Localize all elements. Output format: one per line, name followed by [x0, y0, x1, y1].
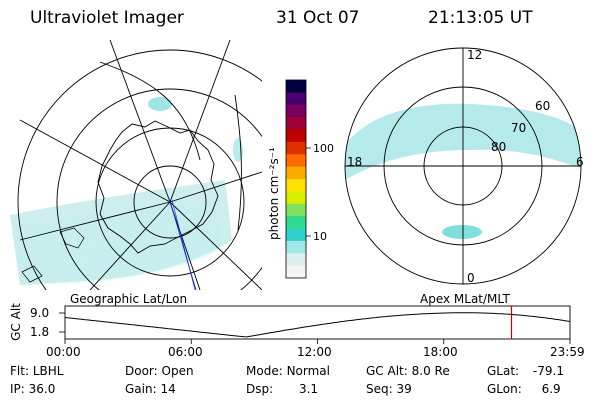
altitude-curve [64, 312, 571, 338]
colorbar-segment [286, 166, 306, 180]
colorbar-tick-10: 10 [313, 230, 327, 243]
aurora-emission-mlt [345, 103, 580, 239]
seq-value: 39 [396, 382, 412, 396]
alt-tick-high: 9.0 [30, 306, 50, 320]
mlt-polar-panel: 12 18 6 0 60 70 80 [344, 47, 584, 285]
coastline-outline [97, 120, 219, 254]
colorbar-segment [286, 240, 306, 254]
colorbar-segment [286, 216, 306, 229]
time-tick-0600: 06:00 [168, 345, 203, 359]
filter-label: Flt: LBHL [10, 364, 64, 378]
gc-alt-value: 8.0 Re [411, 364, 450, 378]
mlt-label-18: 18 [347, 155, 362, 169]
geo-panel-label: Geographic Lat/Lon [70, 292, 188, 306]
time-tick-1200: 12:00 [297, 345, 332, 359]
mlt-label-0: 0 [467, 271, 475, 285]
dsp-label: Dsp: 3.1 [246, 382, 319, 396]
colorbar-tick-100: 100 [313, 142, 334, 155]
mlat-label-60: 60 [535, 99, 550, 113]
ip-value: 36.0 [28, 382, 56, 396]
colorbar-segment [286, 203, 306, 217]
colorbar-segment [286, 253, 306, 267]
gain-label: Gain: 14 [125, 382, 176, 396]
gain-value: 14 [160, 382, 176, 396]
mlat-label-70: 70 [511, 121, 526, 135]
colorbar-segment [286, 265, 306, 279]
gc-alt-label: GC Alt: 8.0 Re [366, 364, 450, 378]
glat-value: -79.1 [532, 364, 564, 378]
door-value: Open [161, 364, 194, 378]
date-label: 31 Oct 07 [276, 8, 360, 28]
time-label: 21:13:05 UT [428, 8, 533, 28]
mode-value: Normal [286, 364, 330, 378]
alt-tick-low: 1.8 [30, 325, 50, 339]
colorbar-unit-label: photon cm⁻²s⁻¹ [267, 147, 281, 240]
alt-axis-label: GC Alt [9, 303, 23, 341]
seq-label: Seq: 39 [366, 382, 412, 396]
colorbar-segment [286, 154, 306, 168]
aurora-emission-geo [10, 97, 243, 286]
colorbar-segment [286, 228, 306, 242]
trajectory-line [167, 195, 197, 290]
glon-label: GLon: 6.9 [487, 382, 561, 396]
colorbar-segment [286, 129, 306, 143]
colorbar-segment [286, 191, 306, 205]
time-tick-2359: 23:59 [550, 345, 585, 359]
door-label: Door: Open [125, 364, 194, 378]
altitude-plot [59, 305, 571, 344]
dsp-value: 3.1 [298, 382, 319, 396]
mlt-label-12: 12 [467, 48, 482, 62]
colorbar-segment [286, 92, 306, 106]
colorbar-segment [286, 117, 306, 130]
colorbar-segment [286, 179, 306, 192]
colorbar-segment [286, 80, 306, 93]
instrument-title: Ultraviolet Imager [30, 8, 184, 28]
mlt-label-6: 6 [576, 155, 584, 169]
colorbar-segment [286, 141, 306, 155]
glat-label: GLat: -79.1 [487, 364, 564, 378]
filter-value: LBHL [32, 364, 64, 378]
mlt-panel-label: Apex MLat/MLT [420, 292, 510, 306]
time-tick-0000: 00:00 [46, 345, 81, 359]
colorbar-segment [286, 104, 306, 118]
mlat-label-80: 80 [491, 140, 506, 154]
glon-value: 6.9 [541, 382, 561, 396]
mode-label: Mode: Normal [246, 364, 330, 378]
geographic-map-panel [10, 40, 262, 290]
colorbar [286, 80, 306, 279]
ip-label: IP: 36.0 [10, 382, 56, 396]
time-tick-1800: 18:00 [423, 345, 458, 359]
